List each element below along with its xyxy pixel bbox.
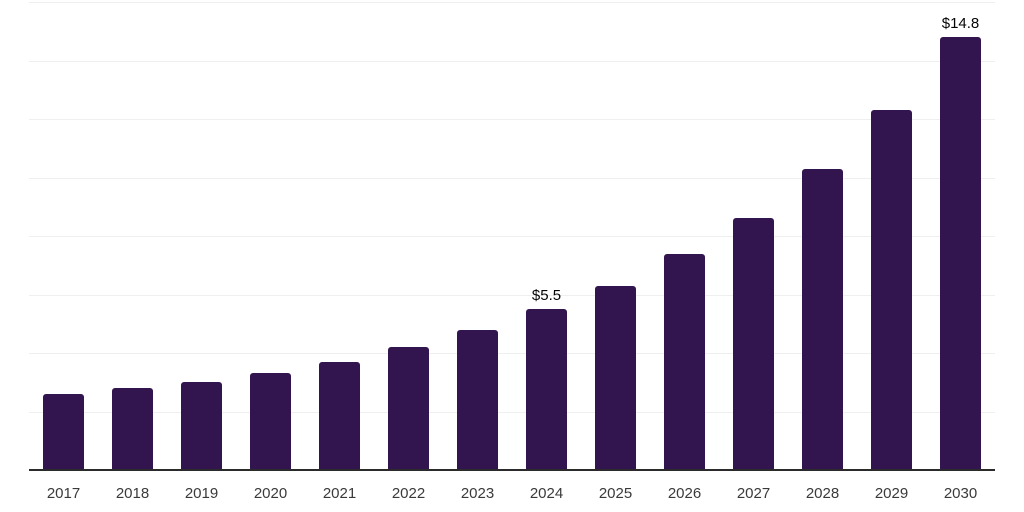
gridline-y-14 [29,60,995,62]
x-tick-2030: 2030 [943,485,978,502]
bar-2026[interactable] [664,253,705,470]
gridline-y-16 [29,2,995,3]
gridline-y-12 [29,119,995,120]
x-tick-2026: 2026 [667,485,702,502]
x-tick-2017: 2017 [46,485,81,502]
value-label-2024: $5.5 [531,287,562,305]
x-tick-2024: 2024 [529,485,564,502]
x-tick-2021: 2021 [322,485,357,502]
x-tick-2027: 2027 [736,485,771,502]
bar-2028[interactable] [802,168,843,470]
gridline-y-8 [29,236,995,237]
bar-2018[interactable] [112,388,153,470]
x-tick-2019: 2019 [184,485,219,502]
x-tick-2028: 2028 [805,485,840,502]
x-tick-2025: 2025 [598,485,633,502]
bar-2020[interactable] [250,373,291,470]
gridline-y-6 [29,294,995,296]
x-tick-2029: 2029 [874,485,909,502]
bar-2023[interactable] [457,329,498,470]
x-tick-2020: 2020 [253,485,288,502]
x-tick-2018: 2018 [115,485,150,502]
gridline-y-10 [29,177,995,179]
bar-2017[interactable] [43,393,84,470]
bar-2029[interactable] [871,110,912,470]
bar-2027[interactable] [733,218,774,470]
x-tick-2022: 2022 [391,485,426,502]
bar-2022[interactable] [388,347,429,470]
x-axis-line [29,469,995,471]
bar-2019[interactable] [181,382,222,470]
gridline-y-2 [29,411,995,413]
bar-2024[interactable] [526,309,567,470]
bar-2025[interactable] [595,285,636,470]
gridline-y-4 [29,353,995,354]
value-label-2030: $14.8 [941,15,980,33]
x-tick-2023: 2023 [460,485,495,502]
bar-2030[interactable] [940,37,981,470]
bar-2021[interactable] [319,361,360,470]
